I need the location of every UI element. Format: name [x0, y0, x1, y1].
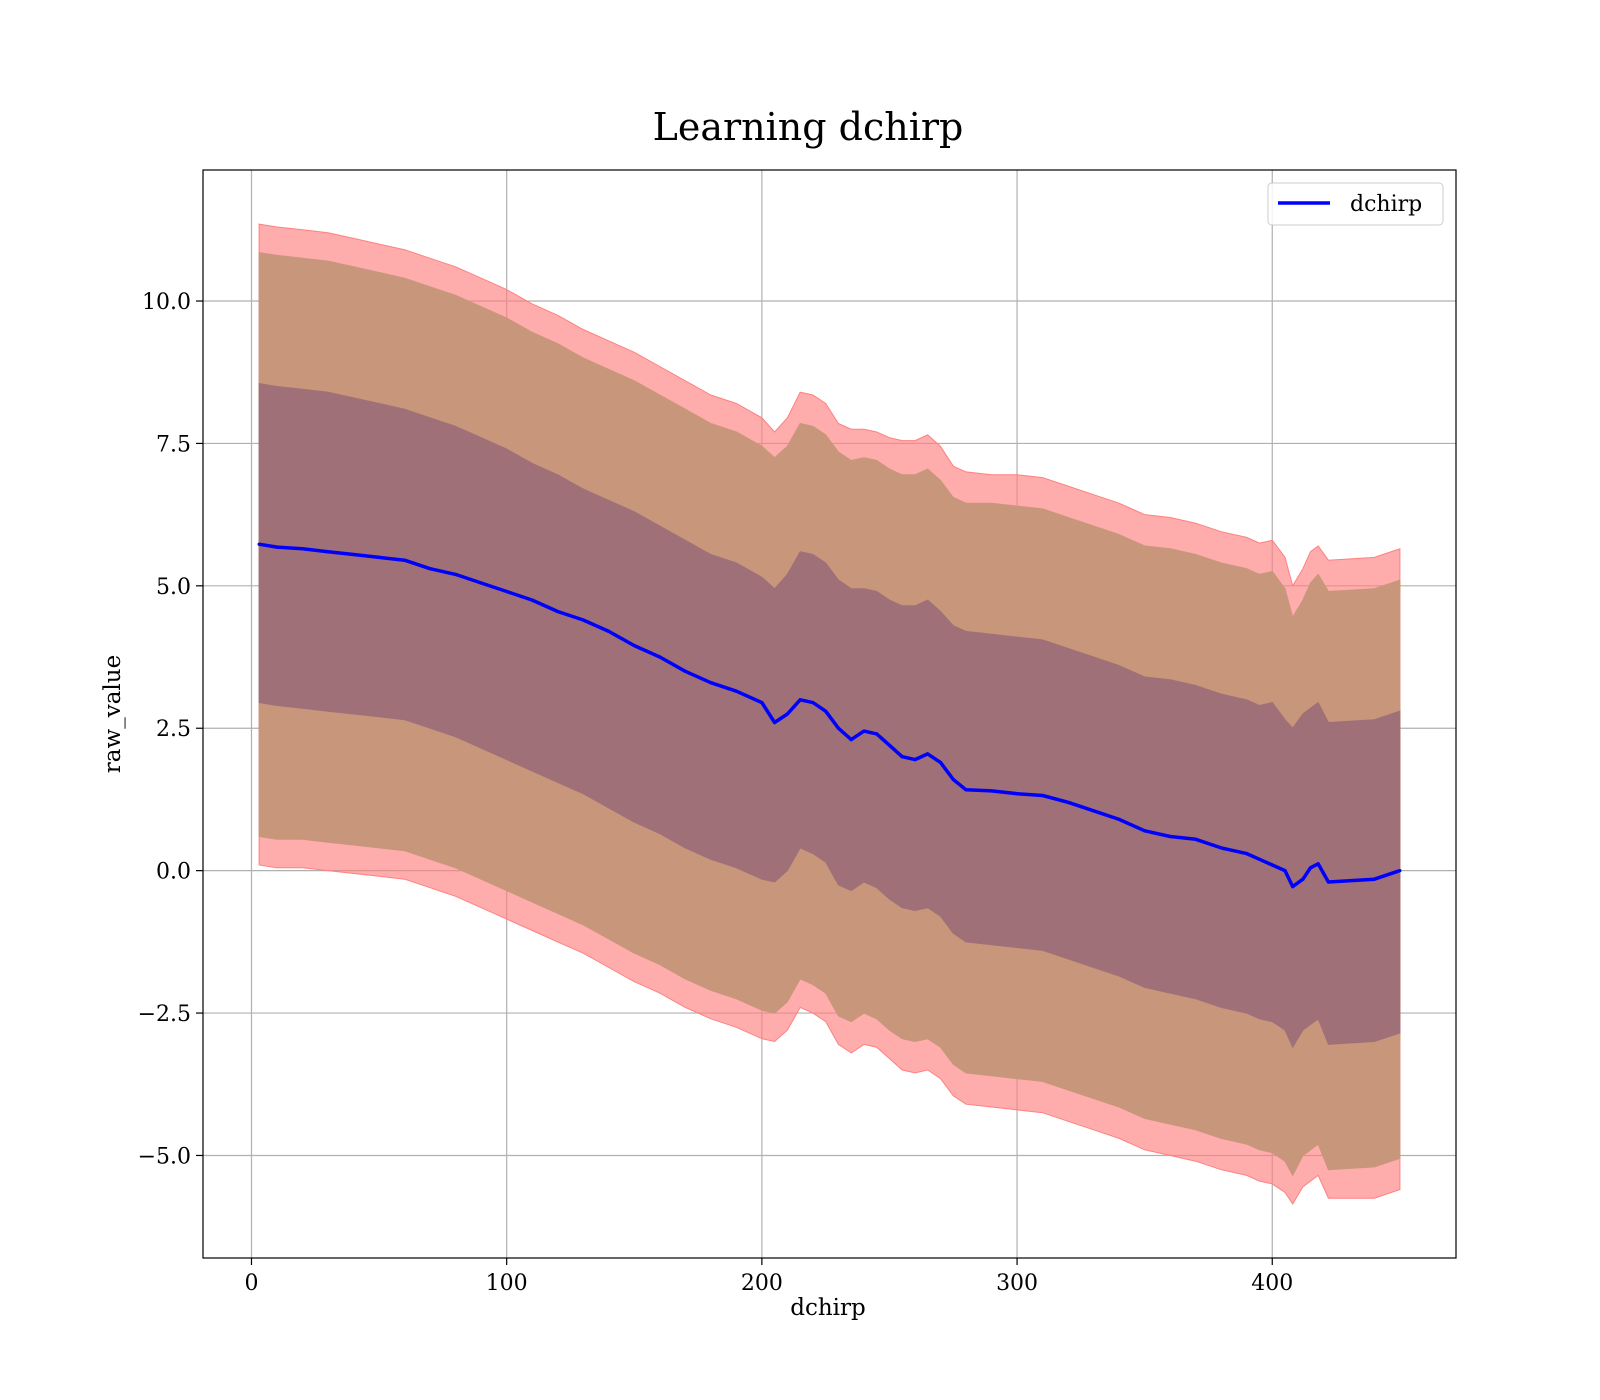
series-point-4: [352, 552, 356, 557]
series-point-38: [1015, 792, 1019, 796]
series-point-41: [1092, 809, 1096, 813]
series-point-28: [862, 729, 866, 733]
series-point-53: [1308, 866, 1313, 870]
series-point-46: [1219, 846, 1223, 850]
series-point-31: [900, 755, 904, 759]
x-tick-label-1: 100: [486, 1271, 528, 1296]
y-tick-label-0: −5.0: [138, 1144, 191, 1169]
series-point-32: [913, 758, 917, 762]
series-point-48: [1257, 857, 1262, 861]
series-point-57: [1398, 869, 1402, 873]
series-point-50: [1283, 869, 1287, 873]
legend-box: [1267, 182, 1444, 226]
x-tick-label-3: 300: [996, 1271, 1038, 1296]
series-point-43: [1143, 829, 1147, 833]
series-point-24: [811, 701, 815, 705]
series-point-7: [428, 567, 432, 571]
series-point-47: [1245, 852, 1249, 856]
series-point-9: [479, 581, 483, 585]
series-point-22: [785, 712, 790, 716]
legend-label: dchirp: [1350, 192, 1422, 217]
series-point-27: [849, 738, 853, 742]
chart-title: Learning dchirp: [653, 105, 964, 149]
y-tick-label-1: −2.5: [138, 1002, 191, 1027]
series-point-2: [300, 547, 305, 551]
series-point-26: [836, 726, 841, 730]
y-tick-label-6: 10.0: [142, 290, 191, 315]
series-point-33: [926, 752, 930, 756]
series-point-35: [951, 777, 955, 782]
series-point-55: [1326, 880, 1330, 884]
series-point-56: [1372, 877, 1376, 881]
y-tick-label-4: 5.0: [156, 575, 191, 600]
series-point-25: [824, 709, 828, 713]
y-tick-label-2: 0.0: [156, 860, 191, 885]
y-axis-label: raw_value: [100, 655, 126, 773]
series-point-14: [607, 629, 611, 634]
series-point-11: [530, 598, 534, 602]
series-point-10: [505, 589, 509, 594]
series-point-13: [581, 618, 585, 622]
series-point-1: [275, 545, 279, 549]
series-point-54: [1316, 862, 1320, 866]
series-point-23: [798, 698, 802, 702]
series-point-40: [1066, 800, 1070, 804]
series-point-37: [989, 789, 994, 793]
series-point-12: [556, 609, 560, 614]
series-point-8: [454, 572, 458, 577]
series-point-39: [1041, 793, 1045, 798]
series-point-18: [709, 681, 713, 685]
legend: dchirp: [1267, 182, 1444, 226]
y-tick-label-5: 7.5: [156, 432, 191, 457]
series-point-5: [377, 555, 381, 560]
series-point-3: [326, 550, 330, 554]
x-tick-label-0: 0: [244, 1271, 258, 1296]
series-point-0: [257, 542, 261, 546]
line-layer: [257, 542, 1402, 889]
series-point-21: [773, 720, 777, 725]
series-point-34: [938, 760, 943, 765]
series-point-16: [658, 655, 662, 659]
series-point-20: [760, 701, 764, 705]
series-point-45: [1194, 837, 1198, 841]
series-point-36: [964, 788, 968, 792]
series-point-52: [1301, 877, 1305, 881]
series-point-42: [1117, 817, 1121, 822]
x-tick-label-2: 200: [741, 1271, 783, 1296]
plot-frame: [202, 169, 1457, 1259]
series-point-44: [1168, 834, 1172, 839]
x-axis-label: dchirp: [790, 1295, 866, 1321]
series-point-51: [1291, 885, 1295, 889]
y-tick-label-3: 2.5: [156, 717, 191, 742]
series-point-29: [875, 732, 879, 736]
series-point-15: [632, 644, 636, 648]
x-tick-label-4: 400: [1251, 1271, 1293, 1296]
series-line-0: [258, 542, 1401, 889]
series-point-17: [683, 669, 687, 673]
series-point-6: [403, 558, 407, 562]
tick-layer: 0 100 200 300 400 −5.0 −2.5 0.0 2.5 5.0 7.5 10.0: [138, 290, 1294, 1296]
series-point-19: [734, 689, 739, 693]
series-point-49: [1270, 863, 1274, 867]
series-point-30: [887, 743, 892, 747]
